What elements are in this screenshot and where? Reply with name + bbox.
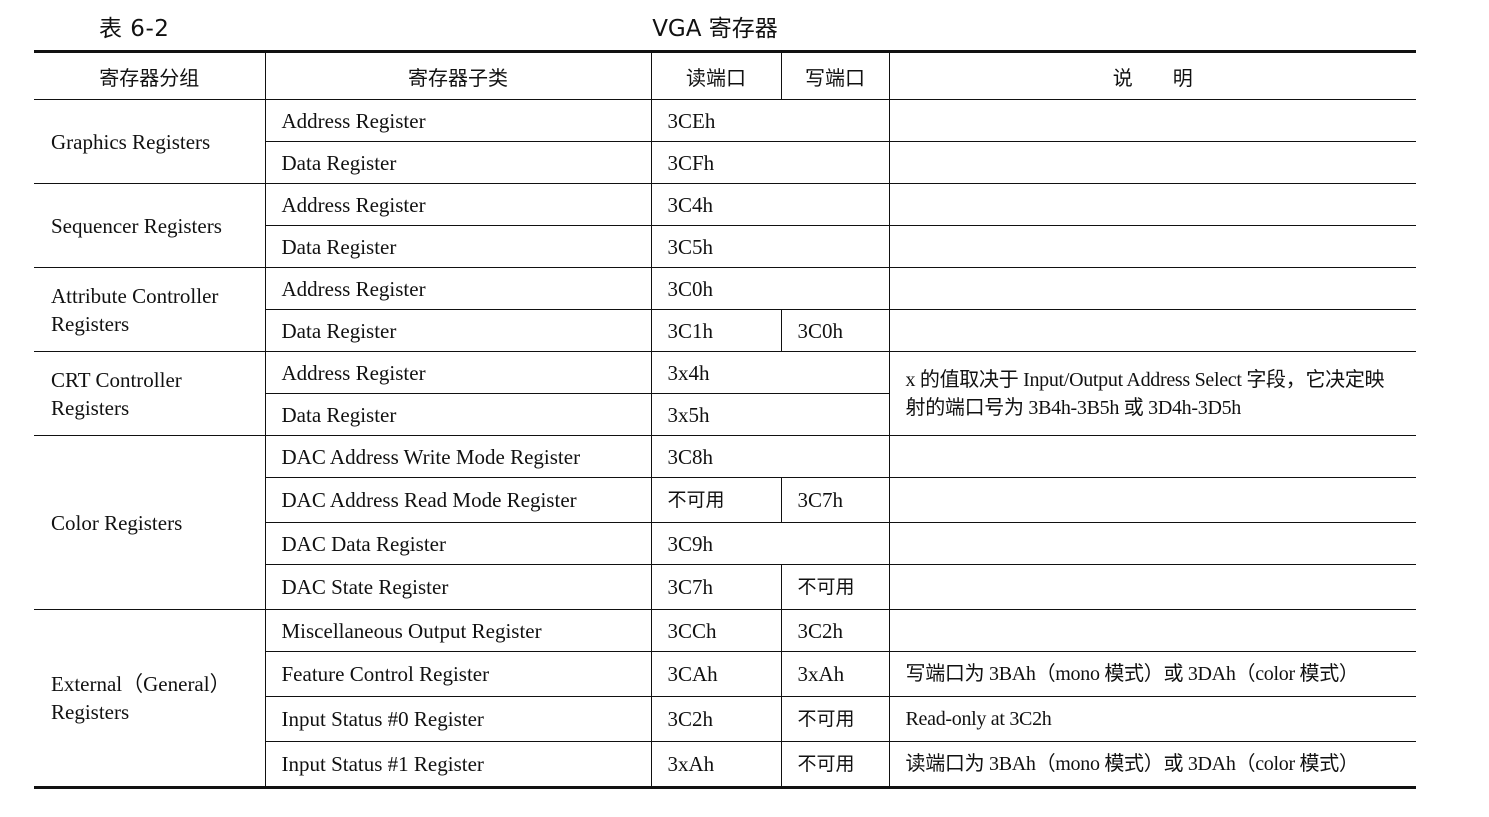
description-cell: 读端口为 3BAh（mono 模式）或 3DAh（color 模式） [888, 741, 1416, 788]
vga-register-table: 寄存器分组 寄存器子类 读端口 写端口 说明 Graphics Register… [34, 50, 1416, 789]
description-cell [888, 564, 1416, 610]
write-port-cell: 不可用 [780, 741, 889, 788]
description-cell [888, 141, 1416, 184]
port-cell: 3CFh [650, 141, 889, 184]
subtype-cell: DAC Data Register [264, 522, 651, 565]
table-row: Graphics Registers Address Register 3CEh [34, 99, 1416, 184]
table-row: Data Register 3C5h [34, 225, 1416, 268]
subtype-cell: Address Register [264, 183, 651, 226]
header-subtype: 寄存器子类 [264, 51, 651, 100]
table-row: DAC State Register 3C7h 不可用 [34, 564, 1416, 610]
table-row: External（General） Registers Miscellaneou… [34, 609, 1416, 788]
read-port-cell: 不可用 [650, 477, 781, 523]
subtype-cell: Input Status #0 Register [264, 696, 651, 742]
description-cell: 写端口为 3BAh（mono 模式）或 3DAh（color 模式） [888, 651, 1416, 697]
description-cell [888, 267, 1416, 310]
table-row: DAC Address Read Mode Register 不可用 3C7h [34, 477, 1416, 523]
table-row: Data Register 3C1h 3C0h [34, 309, 1416, 352]
port-cell: 3x4h [650, 351, 889, 394]
subtype-cell: Address Register [264, 351, 651, 394]
write-port-cell: 3C2h [780, 609, 889, 652]
port-cell: 3C5h [650, 225, 889, 268]
write-port-cell: 3C0h [780, 309, 889, 352]
header-read-port: 读端口 [650, 51, 781, 100]
write-port-cell: 3C7h [780, 477, 889, 523]
read-port-cell: 3CCh [650, 609, 781, 652]
description-cell [888, 99, 1416, 142]
table-number: 表 6-2 [99, 16, 170, 42]
subtype-cell: Feature Control Register [264, 651, 651, 697]
table-row: DAC Data Register 3C9h [34, 522, 1416, 565]
description-cell [888, 522, 1416, 565]
table-row: Color Registers DAC Address Write Mode R… [34, 435, 1416, 610]
subtype-cell: Data Register [264, 309, 651, 352]
subtype-cell: Address Register [264, 99, 651, 142]
table-row: Attribute Controller Registers Address R… [34, 267, 1416, 352]
port-cell: 3C9h [650, 522, 889, 565]
write-port-cell: 不可用 [780, 696, 889, 742]
port-cell: 3C0h [650, 267, 889, 310]
description-cell [888, 225, 1416, 268]
read-port-cell: 3C1h [650, 309, 781, 352]
header-group: 寄存器分组 [34, 51, 265, 100]
table-row: Sequencer Registers Address Register 3C4… [34, 183, 1416, 268]
group-attribute-controller: Attribute Controller Registers [34, 267, 265, 352]
header-row: 寄存器分组 寄存器子类 读端口 写端口 说明 [34, 51, 1416, 100]
write-port-cell: 3xAh [780, 651, 889, 697]
table-title: VGA 寄存器 [652, 16, 778, 42]
subtype-cell: Data Register [264, 225, 651, 268]
header-description: 说明 [888, 51, 1416, 100]
group-crt-controller: CRT Controller Registers [34, 351, 265, 436]
read-port-cell: 3C7h [650, 564, 781, 610]
subtype-cell: Input Status #1 Register [264, 741, 651, 788]
group-external: External（General） Registers [34, 609, 265, 788]
table-row: Input Status #1 Register 3xAh 不可用 读端口为 3… [34, 741, 1416, 788]
subtype-cell: DAC Address Read Mode Register [264, 477, 651, 523]
port-cell: 3CEh [650, 99, 889, 142]
subtype-cell: Data Register [264, 141, 651, 184]
subtype-cell: DAC Address Write Mode Register [264, 435, 651, 478]
table-row: Data Register 3CFh [34, 141, 1416, 184]
subtype-cell: Address Register [264, 267, 651, 310]
description-cell [888, 609, 1416, 652]
description-cell [888, 477, 1416, 523]
group-sequencer: Sequencer Registers [34, 183, 265, 268]
table-row: CRT Controller Registers Address Registe… [34, 351, 1416, 436]
port-cell: 3x5h [650, 393, 889, 436]
port-cell: 3C8h [650, 435, 889, 478]
group-graphics: Graphics Registers [34, 99, 265, 184]
subtype-cell: DAC State Register [264, 564, 651, 610]
table-row: Feature Control Register 3CAh 3xAh 写端口为 … [34, 651, 1416, 697]
description-cell: Read-only at 3C2h [888, 696, 1416, 742]
group-color: Color Registers [34, 435, 265, 610]
port-cell: 3C4h [650, 183, 889, 226]
description-cell-crt: x 的值取决于 Input/Output Address Select 字段，它… [888, 351, 1416, 436]
subtype-cell: Miscellaneous Output Register [264, 609, 651, 652]
write-port-cell: 不可用 [780, 564, 889, 610]
description-cell [888, 183, 1416, 226]
description-cell [888, 435, 1416, 478]
table-row: Input Status #0 Register 3C2h 不可用 Read-o… [34, 696, 1416, 742]
read-port-cell: 3xAh [650, 741, 781, 788]
table-row: Data Register 3x5h [34, 393, 1416, 436]
subtype-cell: Data Register [264, 393, 651, 436]
header-write-port: 写端口 [780, 51, 889, 100]
read-port-cell: 3C2h [650, 696, 781, 742]
read-port-cell: 3CAh [650, 651, 781, 697]
description-cell [888, 309, 1416, 352]
